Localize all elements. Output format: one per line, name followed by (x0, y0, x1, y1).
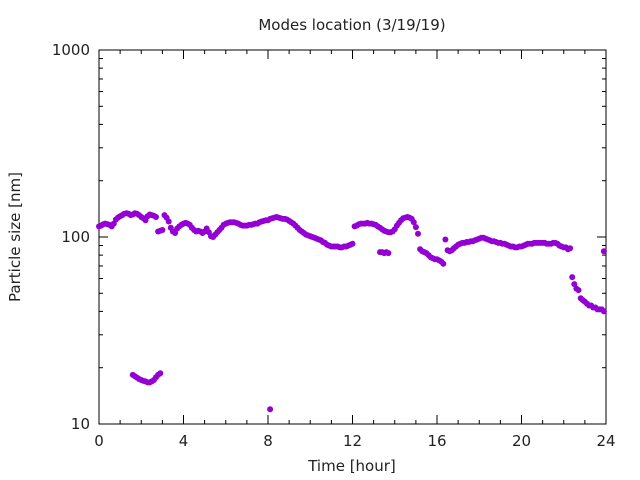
data-point (385, 250, 392, 257)
data-point (412, 224, 419, 231)
x-tick-label: 0 (94, 432, 104, 450)
data-point (600, 248, 607, 255)
data-point (440, 260, 447, 267)
data-point (349, 240, 356, 247)
data-point (569, 274, 576, 281)
data-point (415, 230, 421, 237)
x-tick-label: 4 (179, 432, 189, 450)
x-tick-label: 24 (596, 432, 615, 450)
data-point (157, 370, 164, 377)
y-tick-label: 1000 (52, 41, 90, 59)
data-point (567, 245, 574, 252)
data-point (442, 236, 449, 243)
x-tick-label: 16 (427, 432, 446, 450)
data-point (575, 287, 582, 294)
y-tick-label: 100 (61, 228, 90, 246)
chart-title: Modes location (3/19/19) (258, 16, 445, 34)
plot-area-border (98, 49, 607, 425)
data-point (410, 219, 417, 226)
y-tick-label: 10 (71, 415, 90, 433)
data-point (267, 406, 274, 413)
x-axis-label: Time [hour] (307, 457, 396, 475)
x-tick-label: 20 (512, 432, 531, 450)
y-axis-label: Particle size [nm] (6, 172, 24, 302)
x-tick-label: 12 (343, 432, 362, 450)
data-point (159, 227, 166, 233)
x-tick-label: 8 (263, 432, 273, 450)
data-point (571, 281, 578, 288)
data-point (600, 308, 607, 315)
data-point (172, 230, 179, 236)
data-point (153, 214, 159, 220)
data-point (165, 218, 172, 225)
